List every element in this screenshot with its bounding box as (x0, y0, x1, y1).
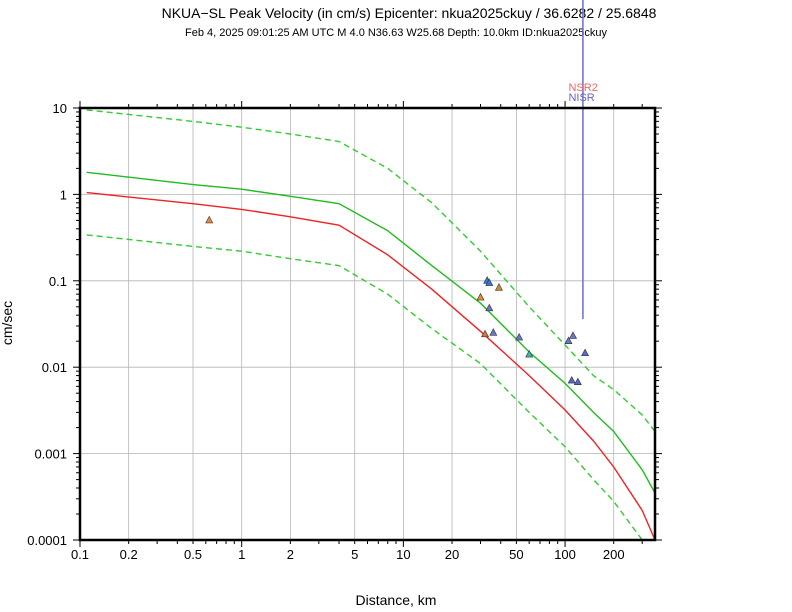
x-tick-label: 0.2 (120, 547, 138, 562)
x-tick-label: 200 (603, 547, 625, 562)
station-marker (489, 328, 498, 336)
curve-series (86, 109, 656, 541)
x-tick-label: 0.1 (71, 547, 89, 562)
station-marker (476, 292, 485, 301)
y-tick-label: 10 (53, 101, 67, 116)
x-tick-label: 50 (509, 547, 523, 562)
marker-label-nisr: NISR (568, 92, 594, 104)
y-tick-labels: 0.0001 0.001 0.01 0.1 1 10 (27, 101, 67, 548)
x-tick-label: 2 (287, 547, 294, 562)
station-marker (525, 349, 534, 358)
series-lower-bound (86, 234, 643, 541)
chart-title: NKUA−SL Peak Velocity (in cm/s) Epicente… (162, 5, 657, 21)
x-tick-label: 100 (554, 547, 576, 562)
marker-label-nsr2: NSR2 (568, 82, 597, 94)
series-upper-bound (86, 109, 656, 432)
station-marker (581, 348, 590, 357)
x-tick-label: 10 (396, 547, 410, 562)
y-tick-label: 0.1 (49, 274, 67, 289)
station-marker (481, 329, 490, 338)
y-tick-label: 1 (60, 187, 67, 202)
y-tick-label: 0.001 (34, 447, 67, 462)
series-regression (86, 191, 656, 541)
station-points (205, 215, 590, 386)
series-median-fit (86, 171, 656, 494)
station-marker-lines (582, 0, 584, 320)
station-marker (567, 375, 576, 384)
x-tick-label: 5 (351, 547, 358, 562)
plot-border (78, 106, 657, 542)
station-marker (485, 278, 494, 286)
x-tick-labels: 0.1 0.2 0.5 1 2 5 10 20 50 100 200 (71, 547, 625, 562)
x-tick-label: 20 (445, 547, 459, 562)
grid-lines (79, 107, 655, 541)
y-axis-label: cm/sec (0, 301, 15, 345)
station-marker (485, 303, 494, 312)
station-marker (564, 336, 573, 344)
station-marker (494, 283, 503, 291)
x-tick-label: 1 (238, 547, 245, 562)
x-tick-label: 0.5 (184, 547, 202, 562)
y-tick-label: 0.01 (42, 360, 67, 375)
station-marker (515, 332, 524, 341)
x-axis-label: Distance, km (356, 592, 437, 608)
station-marker (205, 215, 214, 224)
plot-frame (73, 101, 662, 547)
chart-subtitle: Feb 4, 2025 09:01:25 AM UTC M 4.0 N36.63… (185, 27, 607, 39)
y-tick-label: 0.0001 (27, 533, 67, 548)
station-marker (569, 331, 578, 339)
station-marker (573, 377, 582, 386)
